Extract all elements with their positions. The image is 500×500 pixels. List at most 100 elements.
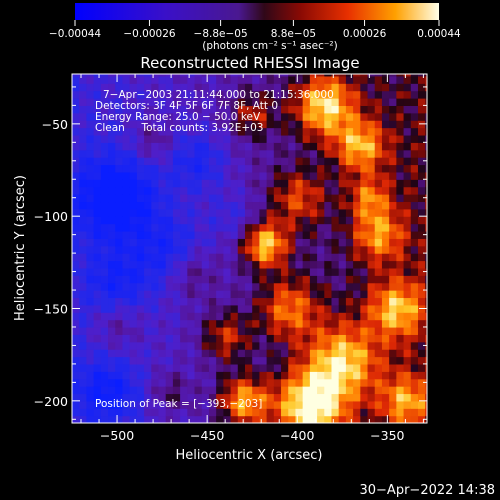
heatmap-cell — [244, 319, 253, 328]
heatmap-cell — [317, 90, 325, 99]
heatmap-cell — [223, 378, 232, 387]
heatmap-cell — [396, 253, 405, 262]
heatmap-cell — [136, 334, 145, 343]
heatmap-cell — [244, 75, 253, 84]
heatmap-cell — [360, 282, 369, 291]
heatmap-cell — [266, 408, 275, 417]
heatmap-cell — [244, 105, 253, 114]
heatmap-cell — [230, 356, 239, 365]
heatmap-cell — [273, 245, 282, 254]
heatmap-cell — [180, 98, 188, 106]
heatmap-cell — [317, 253, 325, 262]
heatmap-cell — [317, 400, 325, 409]
heatmap-cell — [324, 134, 333, 143]
heatmap-cell — [396, 186, 405, 195]
heatmap-cell — [72, 164, 80, 173]
heatmap-cell — [425, 312, 427, 321]
heatmap-cell — [223, 164, 232, 173]
heatmap-cell — [317, 319, 325, 328]
heatmap-cell — [381, 356, 390, 365]
heatmap-cell — [389, 363, 397, 372]
heatmap-cell — [100, 319, 109, 328]
heatmap-cell — [100, 201, 109, 210]
heatmap-cell — [302, 223, 311, 232]
heatmap-cell — [216, 371, 224, 380]
heatmap-cell — [273, 142, 282, 151]
heatmap-cell — [309, 400, 318, 409]
heatmap-cell — [244, 363, 253, 372]
heatmap-cell — [295, 208, 304, 217]
heatmap-cell — [389, 179, 397, 188]
heatmap-cell — [180, 149, 188, 158]
heatmap-cell — [129, 230, 138, 239]
heatmap-cell — [122, 245, 131, 254]
heatmap-cell — [259, 194, 268, 203]
heatmap-cell — [216, 378, 224, 387]
heatmap-cell — [396, 245, 405, 254]
heatmap-cell — [194, 179, 203, 188]
heatmap-cell — [122, 201, 131, 210]
heatmap-cell — [288, 326, 297, 335]
heatmap-cell — [72, 149, 80, 158]
heatmap-cell — [100, 245, 109, 254]
heatmap-cell — [317, 208, 325, 217]
heatmap-cell — [367, 297, 376, 306]
heatmap-cell — [295, 179, 304, 188]
heatmap-cell — [389, 275, 397, 284]
heatmap-cell — [425, 334, 427, 343]
heatmap-cell — [360, 238, 369, 247]
heatmap-cell — [187, 194, 196, 203]
heatmap-cell — [410, 171, 419, 180]
heatmap-cell — [331, 238, 340, 247]
heatmap-cell — [108, 164, 116, 173]
heatmap-cell — [417, 208, 426, 217]
heatmap-cell — [165, 341, 174, 350]
heatmap-cell — [237, 194, 246, 203]
heatmap-cell — [187, 74, 196, 77]
heatmap-cell — [317, 223, 325, 232]
heatmap-cell — [230, 415, 239, 423]
y-axis: −50−100−150−200 — [34, 86, 427, 420]
heatmap-cell — [208, 312, 217, 321]
heatmap-cell — [367, 282, 376, 291]
heatmap-cell — [266, 393, 275, 402]
heatmap-cell — [187, 341, 196, 350]
heatmap-cell — [389, 319, 397, 328]
heatmap-cell — [129, 134, 138, 143]
heatmap-cell — [252, 356, 261, 365]
heatmap-cell — [108, 186, 116, 195]
heatmap-cell — [288, 112, 297, 121]
heatmap-cell — [324, 127, 333, 136]
heatmap-cell — [230, 386, 239, 395]
heatmap-cell — [108, 267, 116, 276]
heatmap-cell — [165, 149, 174, 158]
heatmap-cell — [244, 245, 253, 254]
heatmap-cell — [403, 134, 412, 143]
heatmap-cell — [86, 371, 95, 380]
heatmap-cell — [295, 312, 304, 321]
heatmap-cell — [201, 149, 210, 158]
heatmap-cell — [324, 267, 333, 276]
heatmap-cell — [244, 326, 253, 335]
heatmap-cell — [230, 201, 239, 210]
heatmap-cell — [288, 230, 297, 239]
heatmap-cell — [187, 415, 196, 423]
heatmap-cell — [288, 149, 297, 158]
heatmap-cell — [331, 179, 340, 188]
heatmap-cell — [180, 157, 188, 166]
heatmap-cell — [309, 260, 318, 269]
heatmap-cell — [252, 297, 261, 306]
heatmap-cell — [281, 378, 289, 387]
heatmap-cell — [353, 238, 361, 247]
heatmap-cell — [100, 267, 109, 276]
heatmap-cell — [288, 105, 297, 114]
heatmap-cell — [122, 334, 131, 343]
heatmap-cell — [208, 127, 217, 136]
heatmap-cell — [374, 98, 383, 106]
heatmap-cell — [158, 90, 167, 99]
heatmap-cell — [244, 120, 253, 129]
heatmap-cell — [273, 297, 282, 306]
heatmap-cell — [237, 253, 246, 262]
heatmap-cell — [129, 83, 138, 92]
heatmap-cell — [302, 400, 311, 409]
